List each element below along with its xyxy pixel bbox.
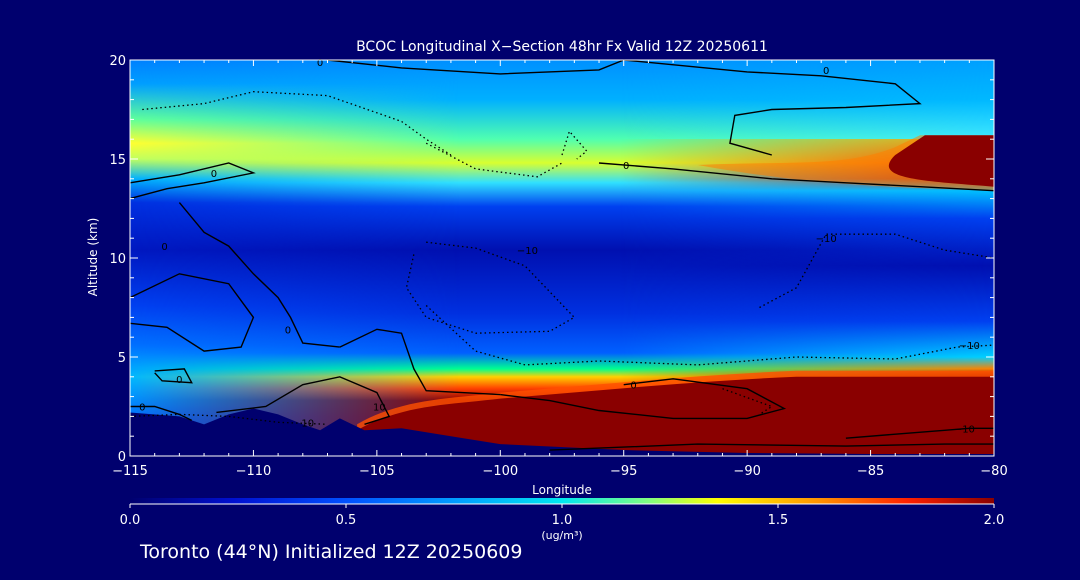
contour-line: [339, 328, 501, 396]
contour-line: [425, 305, 995, 366]
contour-line: [178, 202, 340, 348]
colorbar-tick-label: 2.0: [984, 513, 1005, 528]
contour-label: 0: [823, 66, 829, 77]
x-tick-label: −110: [236, 464, 272, 479]
contour-line: [549, 443, 994, 451]
field-west: [130, 60, 460, 456]
y-tick-label: 20: [109, 54, 126, 69]
x-tick-label: −100: [482, 464, 518, 479]
x-tick-label: −90: [733, 464, 760, 479]
y-tick-label: 0: [118, 450, 126, 465]
contour-line: [500, 378, 787, 420]
colorbar-gradient: [130, 498, 994, 504]
contour-label: −10: [954, 424, 975, 435]
y-axis-label: Altitude (km): [86, 218, 100, 297]
colorbar-tick-label: 0.0: [120, 513, 141, 528]
contour-line: [154, 368, 193, 384]
x-axis-label: Longitude: [532, 483, 592, 497]
contour-line: [130, 405, 193, 422]
plot-area: [130, 60, 994, 456]
contour-label: 0: [139, 403, 145, 414]
x-tick-label: −95: [610, 464, 637, 479]
x-tick-label: −85: [857, 464, 884, 479]
contour-line: [425, 142, 563, 178]
colorbar-unit-label: (ug/m³): [541, 529, 582, 542]
contour-label: 0: [623, 161, 629, 172]
contour-line: [598, 162, 995, 192]
y-tick-label: 15: [109, 153, 126, 168]
colorbar-tick-label: 1.5: [768, 513, 789, 528]
x-tick-label: −80: [980, 464, 1007, 479]
contour-line: [129, 413, 328, 425]
x-tick-label: −105: [359, 464, 395, 479]
upper-plume-core: [888, 135, 994, 187]
contour-label: −10: [517, 246, 538, 257]
contour-label: 0: [630, 381, 636, 392]
contour-label: 0: [317, 58, 323, 69]
initialization-footer: Toronto (44°N) Initialized 12Z 20250609: [140, 541, 523, 563]
contour-label: 10: [373, 403, 386, 414]
terrain: [130, 408, 994, 456]
contour-line: [845, 427, 994, 439]
contour-line: [623, 59, 922, 156]
lower-layer-core: [357, 376, 994, 456]
contour-line: [216, 376, 391, 425]
y-tick-label: 5: [118, 351, 126, 366]
contour-label: 10: [301, 418, 314, 429]
contour-label: −10: [816, 234, 837, 245]
chart-title: BCOC Longitudinal X−Section 48hr Fx Vali…: [356, 39, 768, 55]
y-tick-label: 10: [109, 252, 126, 267]
x-tick-label: −115: [112, 464, 148, 479]
contour-label: 0: [161, 242, 167, 253]
contour-layer: 0 0 0 0 0 0 0 0 0 −10 −10 −10 −10 10 10: [129, 58, 995, 451]
contour-label: 0: [176, 375, 182, 386]
contour-label: 0: [285, 325, 291, 336]
colorbar-tick-label: 1.0: [552, 513, 573, 528]
contour-label: −10: [959, 341, 980, 352]
colorbar-tick-label: 0.5: [336, 513, 357, 528]
contour-label: 0: [211, 169, 217, 180]
contour-line: [129, 273, 255, 352]
contour-line: [129, 162, 256, 200]
colorbar: 0.0 0.5 1.0 1.5 2.0 (ug/m³): [120, 498, 1005, 542]
